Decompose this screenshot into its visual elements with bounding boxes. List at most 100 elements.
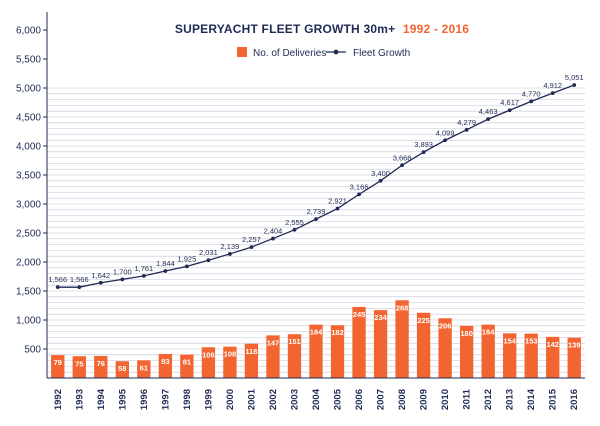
axis-layer: 500 1,000 1,500 2,000 2,500 3,000 3,500 4,000 4,… [16,12,585,410]
fleet-growth-point [507,108,512,113]
fleet-growth-value-label: 4,912 [543,81,562,90]
fleet-growth-point [163,269,168,273]
y-tick-label: 5,000 [16,84,41,95]
fleet-growth-value-label: 2,555 [285,218,304,227]
fleet-growth-value-label: 1,566 [70,275,89,284]
bar-deliveries [416,312,431,378]
x-tick-label: 2006 [354,389,365,410]
fleet-growth-point [400,163,404,168]
x-tick-label: 2011 [462,388,473,409]
fleet-growth-value-label: 3,166 [350,182,369,191]
y-tick-label: 6,000 [16,26,41,37]
bar-value-label: 76 [97,359,105,368]
fleet-growth-point [98,280,103,285]
bar-value-label: 182 [331,328,344,337]
bar-deliveries [158,353,173,378]
bar-value-label: 58 [118,364,126,373]
bar-deliveries [266,335,280,378]
x-tick-label: 1997 [160,389,171,410]
bar-value-label: 75 [75,359,83,368]
y-tick-label: 5,500 [16,55,41,66]
y-tick-label: 4,500 [16,113,41,124]
y-tick-label: 2,000 [16,258,41,269]
fleet-growth-value-label: 1,761 [134,264,153,273]
fleet-growth-value-label: 4,463 [479,107,498,116]
fleet-growth-value-label: 3,893 [414,140,433,149]
y-tick-label: 2,500 [16,229,41,240]
fleet-growth-point [486,117,491,122]
y-tick-label: 500 [24,345,41,356]
x-tick-label: 2001 [246,388,257,410]
x-tick-label: 2009 [419,389,430,410]
y-tick-label: 4,000 [16,142,41,153]
fleet-growth-value-label: 5,051 [565,73,584,82]
bar-value-label: 106 [202,350,215,359]
fleet-growth-value-label: 4,099 [436,128,455,137]
fleet-growth-value-label: 2,139 [221,242,240,251]
fleet-growth-value-label: 2,921 [328,197,347,206]
fleet-growth-value-label: 4,279 [457,118,476,127]
bar-value-label: 180 [460,329,473,338]
bar-value-label: 139 [568,341,581,350]
fleet-growth-point [314,217,318,222]
fleet-growth-point [529,99,534,104]
bar-deliveries [438,318,452,378]
y-tick-label: 1,500 [16,287,41,298]
fleet-growth-point [572,83,577,87]
fleet-growth-point [464,127,469,132]
fleet-growth-point [141,273,146,278]
bar-deliveries [94,355,108,378]
fleet-growth-point [206,258,211,263]
fleet-growth-value-label: 4,617 [500,98,519,107]
bar-deliveries [51,355,65,378]
fleet-growth-value-label: 2,031 [199,248,218,257]
fleet-growth-point [184,264,189,269]
x-tick-label: 1998 [182,389,193,410]
fleet-growth-point [292,227,297,232]
bar-value-label: 234 [374,313,387,322]
bar-value-label: 118 [245,347,257,356]
x-tick-label: 1992 [53,389,64,410]
x-tick-label: 2012 [483,389,494,410]
bar-value-label: 154 [503,336,516,345]
x-tick-label: 1999 [203,389,214,410]
chart-title-range: 1992 - 2016 [403,22,469,36]
bar-deliveries [137,360,151,378]
y-tick-label: 1,000 [16,316,41,327]
bar-deliveries [287,334,302,378]
fleet-growth-value-label: 1,642 [91,271,110,280]
line-layer: 1,566 1,566 1,642 1,700 1,7611,8441,9252,031… [48,73,584,290]
fleet-growth-value-label: 1,925 [177,254,196,263]
fleet-growth-point [443,138,448,143]
fleet-growth-value-label: 1,844 [156,259,175,268]
bar-deliveries [459,325,474,378]
bar-deliveries [503,333,517,378]
bar-value-label: 206 [439,321,452,330]
bar-value-label: 61 [140,363,148,372]
chart-title-main: SUPERYACHT FLEET GROWTH 30m+ [175,22,395,36]
fleet-growth-value-label: 3,668 [393,153,412,162]
bar-value-label: 245 [353,310,366,319]
x-tick-label: 1994 [96,388,107,410]
legend: No. of Deliveries Fleet Growth [237,47,410,59]
legend-swatch-deliveries [237,47,247,57]
bar-value-label: 184 [482,328,495,337]
x-tick-label: 2008 [397,389,408,410]
bar-deliveries [309,324,323,378]
fleet-growth-value-label: 4,770 [522,89,541,98]
bar-deliveries [524,333,538,378]
x-tick-label: 2004 [311,388,322,410]
y-tick-label: 3,500 [16,171,41,182]
bar-deliveries [395,300,409,378]
bar-value-label: 184 [310,328,323,337]
bars-layer: 79 75 76 58 61 83 81 106 108 118 147 151 184 182 245 23… [51,300,581,378]
grid-layer [47,87,585,373]
x-tick-label: 2016 [569,389,580,410]
fleet-growth-point [77,285,82,290]
x-tick-label: 2007 [376,389,387,410]
bar-value-label: 83 [161,357,169,366]
bar-value-label: 225 [417,316,430,325]
bar-deliveries [546,336,560,378]
x-tick-label: 2014 [526,388,537,410]
bar-value-label: 108 [224,350,237,359]
